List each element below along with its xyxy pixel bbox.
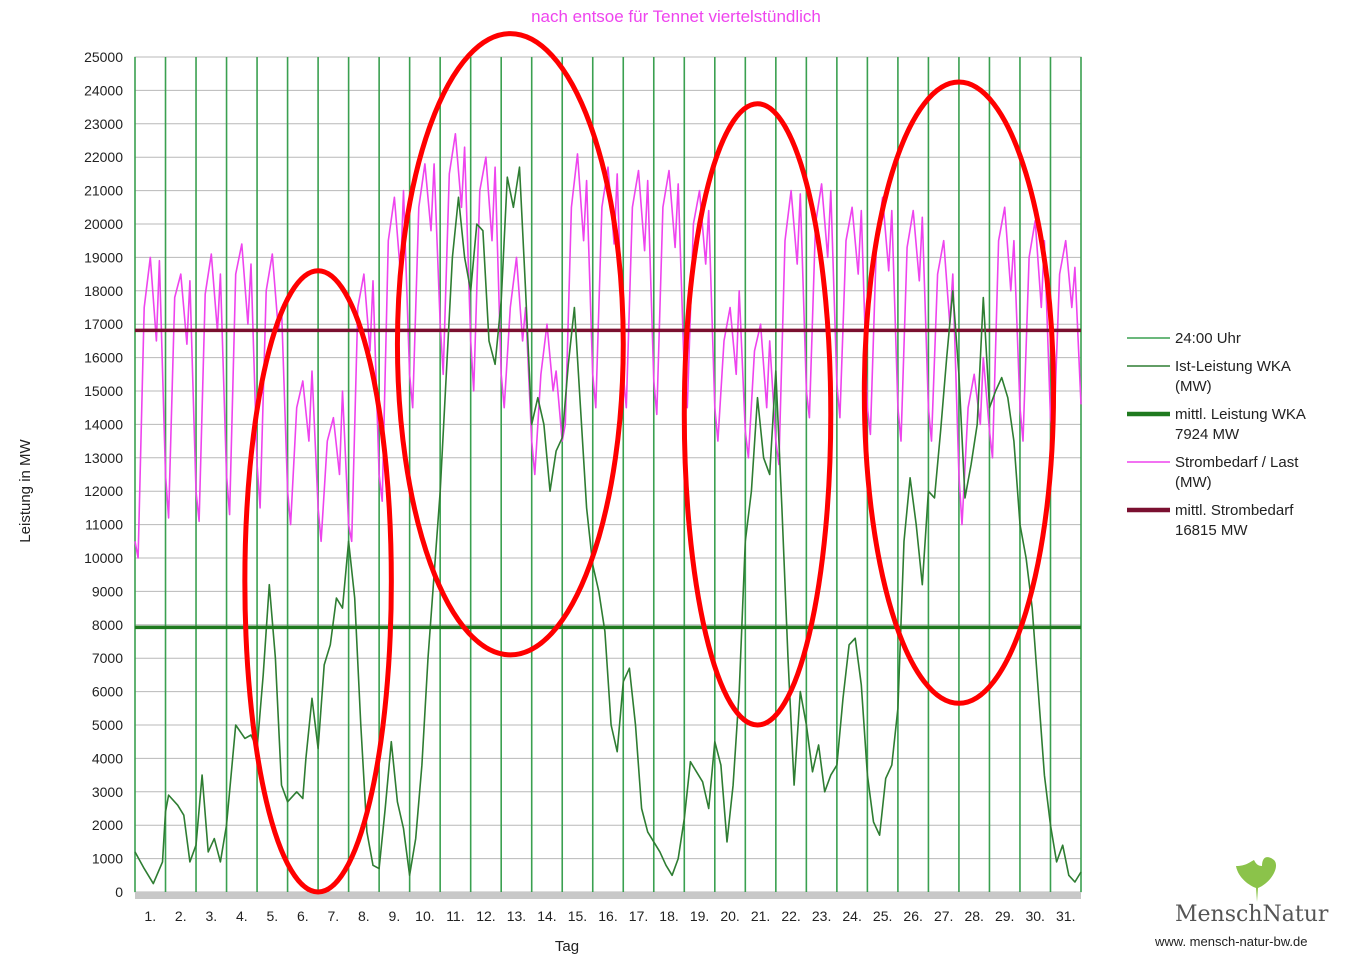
series-line-ist-leistung-wka-mw (134, 166, 1082, 885)
y-tick-label: 17000 (84, 316, 123, 332)
y-tick-label: 18000 (84, 283, 123, 299)
y-tick-label: 0 (115, 884, 123, 900)
x-tick-label: 23. (812, 908, 831, 924)
y-tick-label: 11000 (85, 517, 123, 533)
y-tick-label: 19000 (84, 249, 123, 265)
legend-label: mittl. Strombedarf (1175, 502, 1294, 519)
y-tick-label: 4000 (92, 750, 123, 766)
y-tick-label: 1000 (92, 851, 123, 867)
x-tick-label: 14. (537, 908, 556, 924)
x-tick-label: 19. (690, 908, 709, 924)
x-axis-strip (135, 892, 1081, 899)
x-tick-label: 13. (507, 908, 526, 924)
x-tick-label: 7. (328, 908, 340, 924)
chart-subtitle: nach entsoe für Tennet viertelstündlich (531, 7, 821, 26)
legend-label: (MW) (1175, 474, 1212, 491)
x-tick-label: 17. (629, 908, 648, 924)
annotation-ellipse (242, 268, 394, 895)
x-axis-ticks: 1. 2. 3. 4. 5. 6. 7. 8. 9. 10. 11. 12. 13. 14. 15. 16. 1… (144, 908, 1075, 924)
y-tick-label: 10000 (84, 550, 123, 566)
annotation-ellipse (681, 101, 834, 728)
y-tick-label: 2000 (92, 817, 123, 833)
y-tick-label: 5000 (92, 717, 123, 733)
x-tick-label: 25. (873, 908, 892, 924)
series-line-strombedarf-last-mw (134, 133, 1082, 559)
y-tick-label: 24000 (84, 82, 123, 98)
x-tick-label: 1. (144, 908, 156, 924)
x-tick-label: 16. (598, 908, 617, 924)
legend-label: Strombedarf / Last (1175, 454, 1299, 471)
y-tick-label: 12000 (84, 483, 123, 499)
x-tick-label: 15. (568, 908, 587, 924)
x-tick-label: 26. (903, 908, 922, 924)
logo-wordmark: MenschNatur (1175, 902, 1329, 927)
y-tick-label: 23000 (84, 116, 123, 132)
logo-word-right: Natur (1263, 902, 1329, 927)
y-tick-label: 15000 (84, 383, 123, 399)
x-tick-label: 30. (1025, 908, 1044, 924)
legend-label: 7924 MW (1175, 426, 1240, 443)
x-tick-label: 31. (1056, 908, 1075, 924)
y-tick-label: 20000 (84, 216, 123, 232)
x-tick-label: 24. (842, 908, 861, 924)
logo-url: www. mensch-natur-bw.de (1154, 934, 1307, 949)
ginkgo-leaf-icon (1236, 857, 1277, 902)
logo-word-left: Mensch (1175, 902, 1263, 927)
y-axis-label: Leistung in MW (17, 438, 34, 542)
x-tick-label: 10. (415, 908, 434, 924)
x-tick-label: 5. (266, 908, 278, 924)
legend-label: 24:00 Uhr (1175, 330, 1241, 347)
x-tick-label: 2. (175, 908, 187, 924)
x-tick-label: 20. (720, 908, 739, 924)
series (134, 133, 1082, 885)
y-tick-label: 21000 (84, 183, 123, 199)
y-tick-label: 22000 (84, 149, 123, 165)
y-tick-label: 25000 (84, 49, 123, 65)
y-tick-label: 16000 (84, 350, 123, 366)
y-tick-label: 9000 (92, 583, 123, 599)
y-tick-label: 3000 (92, 784, 123, 800)
x-tick-label: 27. (934, 908, 953, 924)
annotation-ellipse (394, 31, 626, 658)
x-axis-label: Tag (555, 938, 579, 955)
y-tick-label: 7000 (92, 650, 123, 666)
x-tick-label: 6. (297, 908, 309, 924)
x-tick-label: 12. (476, 908, 495, 924)
legend-label: mittl. Leistung WKA (1175, 406, 1306, 423)
legend-label: (MW) (1175, 378, 1212, 395)
x-tick-label: 4. (236, 908, 248, 924)
annotation-ellipse (861, 79, 1057, 706)
y-tick-label: 6000 (92, 684, 123, 700)
x-tick-label: 28. (964, 908, 983, 924)
x-tick-label: 9. (389, 908, 401, 924)
y-tick-label: 8000 (92, 617, 123, 633)
logo: MenschNatur www. mensch-natur-bw.de (1154, 857, 1329, 949)
x-tick-label: 29. (995, 908, 1014, 924)
x-tick-label: 18. (659, 908, 678, 924)
legend-label: Ist-Leistung WKA (1175, 358, 1291, 375)
legend-label: 16815 MW (1175, 522, 1248, 539)
annotations (242, 31, 1057, 895)
x-tick-label: 3. (205, 908, 217, 924)
x-tick-label: 11. (446, 908, 464, 924)
legend: 24:00 Uhr Ist-Leistung WKA (MW) mittl. Leis… (1127, 330, 1306, 539)
x-tick-label: 8. (358, 908, 370, 924)
y-tick-label: 14000 (84, 416, 123, 432)
y-axis-ticks: 0 1000 2000 3000 4000 5000 6000 7000 8000 9000 100… (84, 49, 123, 900)
y-tick-label: 13000 (84, 450, 123, 466)
x-tick-label: 22. (781, 908, 800, 924)
x-tick-label: 21. (751, 908, 770, 924)
